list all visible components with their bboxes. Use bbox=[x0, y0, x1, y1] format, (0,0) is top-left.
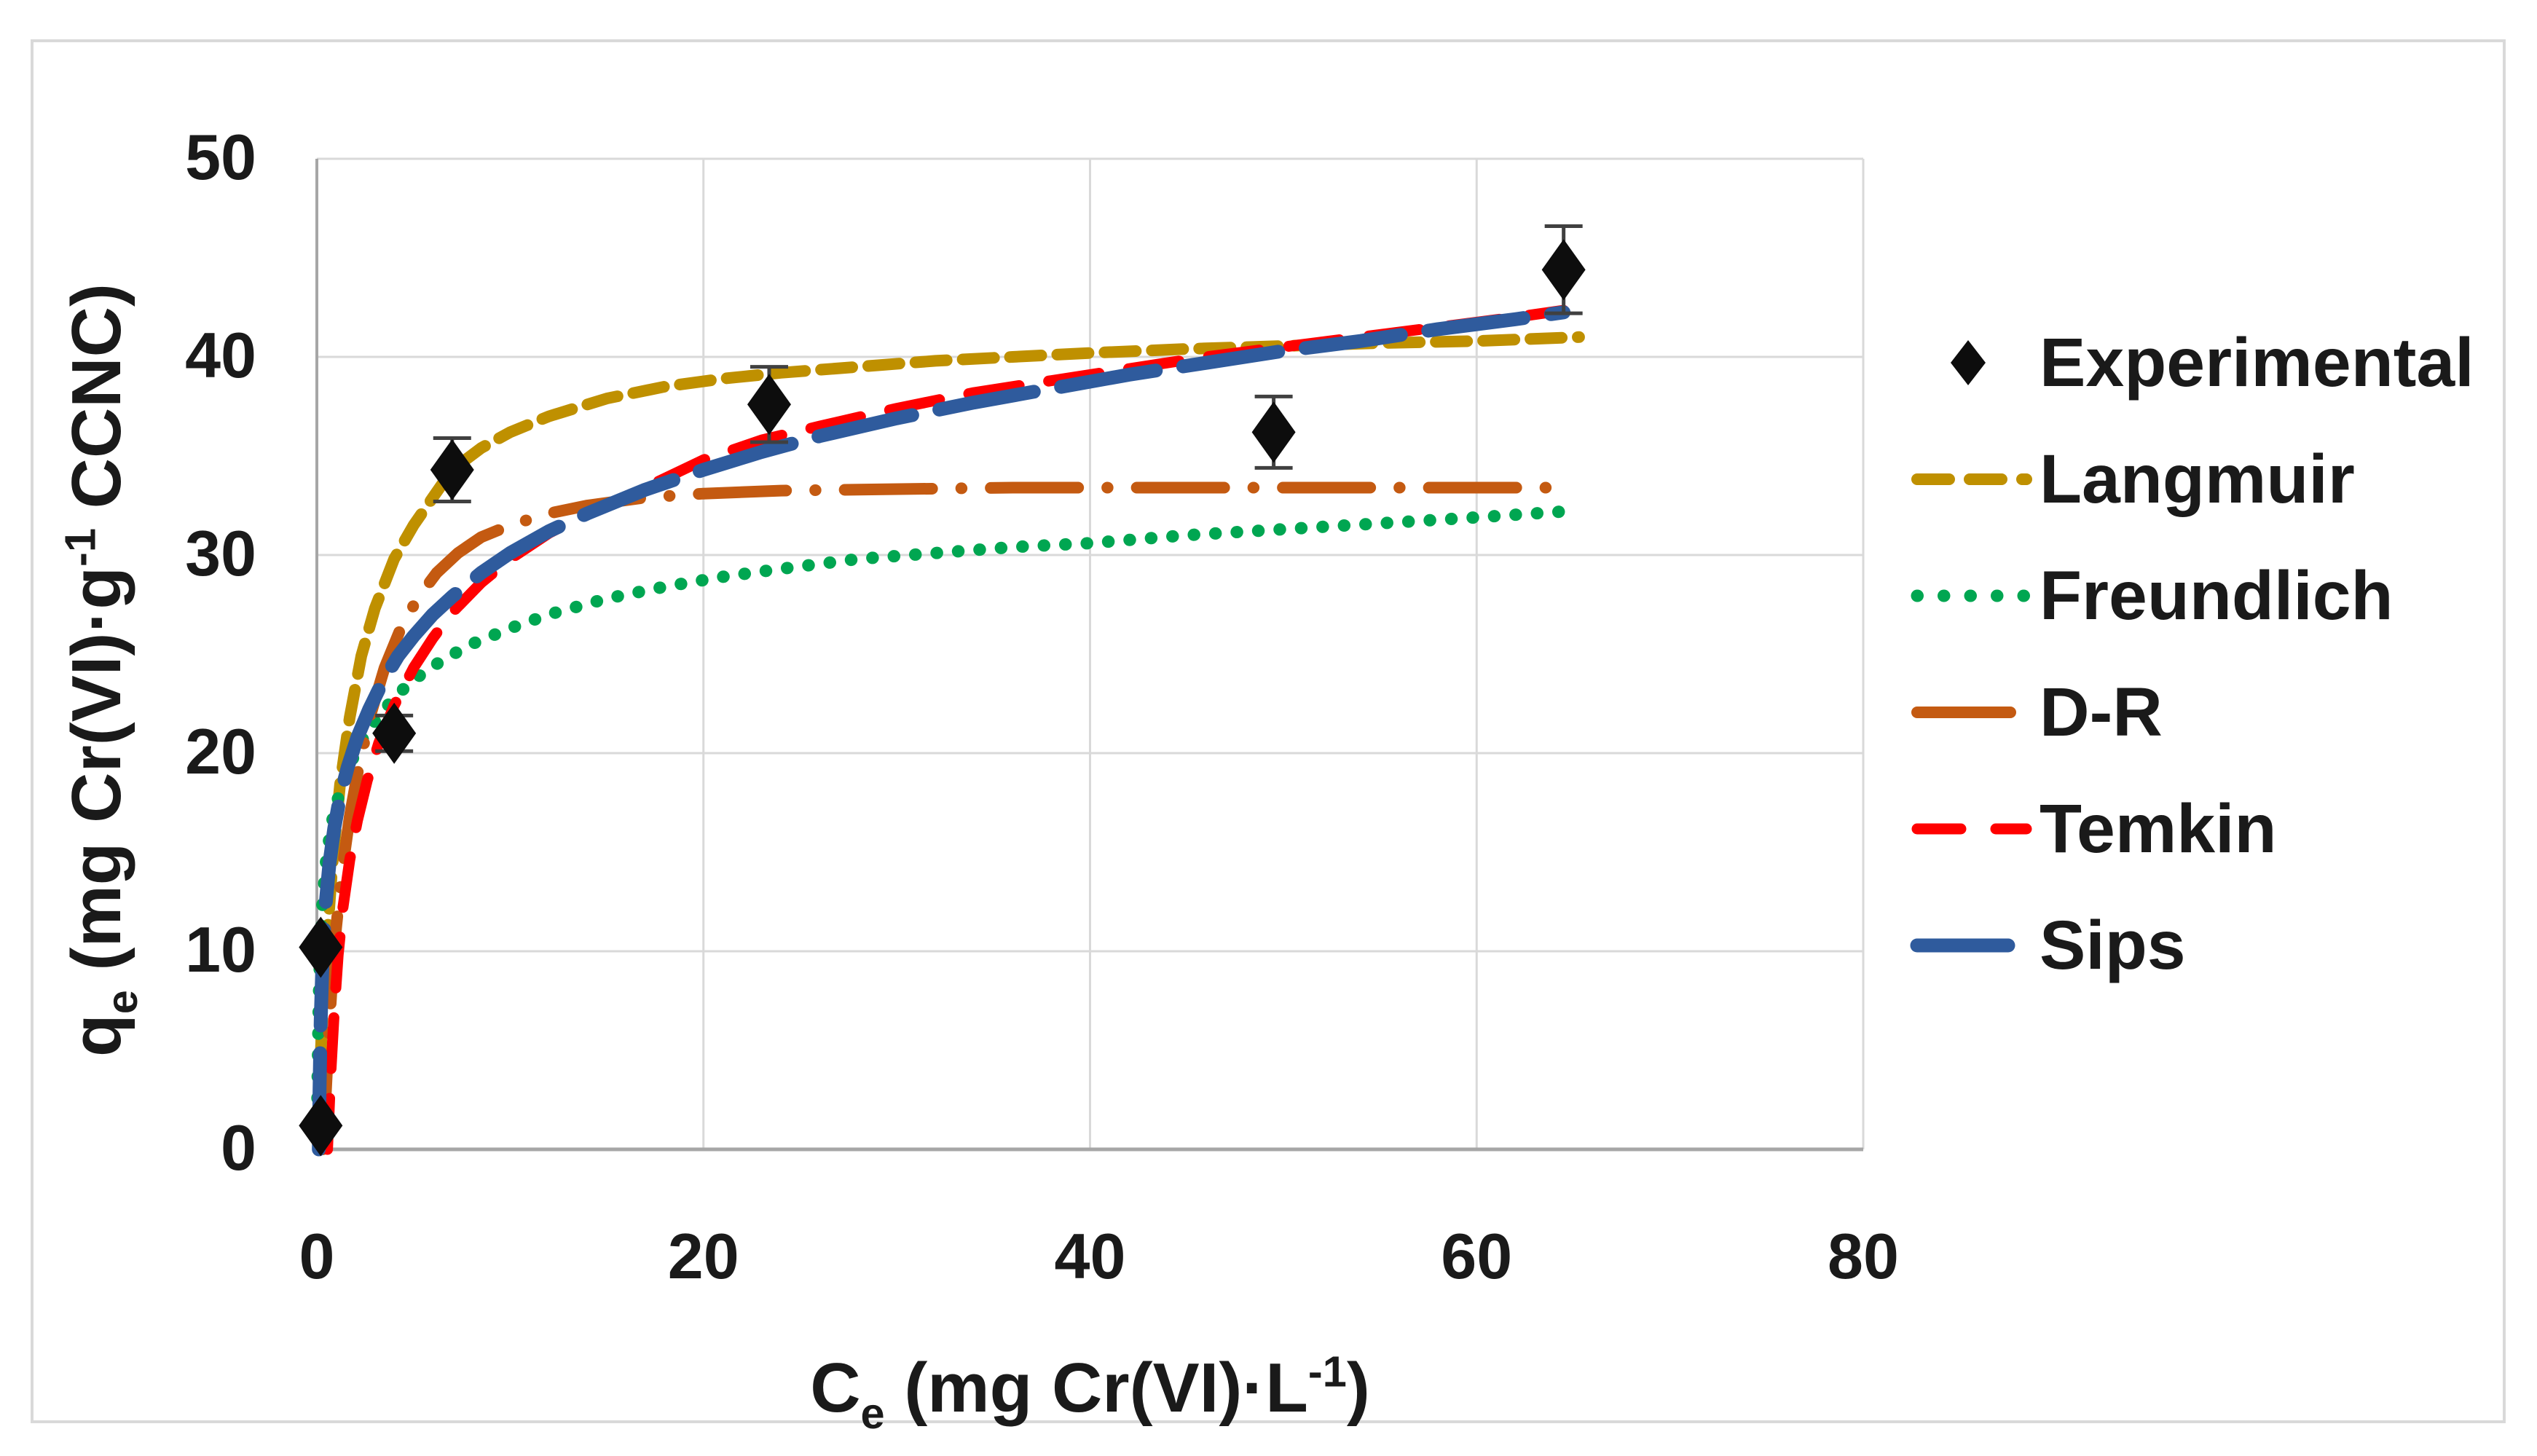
gridline-layer bbox=[317, 157, 1865, 1149]
legend-item-sips: Sips bbox=[1910, 907, 2186, 984]
y-tick-label: 40 bbox=[185, 319, 256, 391]
series-d-r bbox=[317, 481, 1560, 1155]
x-tick-label: 40 bbox=[1055, 1220, 1126, 1292]
legend-item-langmuir: Langmuir bbox=[1911, 441, 2355, 518]
y-tick-label: 20 bbox=[185, 715, 256, 787]
series-freundlich bbox=[311, 505, 1570, 1126]
legend-item-temkin: Temkin bbox=[1911, 790, 2277, 867]
series-layer bbox=[311, 304, 1585, 1157]
legend-label-freundlich: Freundlich bbox=[2040, 557, 2394, 634]
y-tick-label: 10 bbox=[185, 913, 256, 985]
legend-label-temkin: Temkin bbox=[2040, 790, 2277, 867]
legend-layer: Experimental Langmuir Freundlich D-R Temkin S… bbox=[1910, 324, 2474, 984]
legend-label-experimental: Experimental bbox=[2040, 324, 2474, 401]
tick-label-layer: 0 20 40 60 80 0 10 20 30 40 50 bbox=[185, 121, 1899, 1292]
y-axis-title: qe (mg Cr(VI)·g-1 CCNC) bbox=[55, 283, 146, 1057]
legend-item-freundlich: Freundlich bbox=[1911, 557, 2394, 634]
x-axis-title: Ce (mg Cr(VI)·L-1) bbox=[810, 1347, 1370, 1438]
y-tick-label: 50 bbox=[185, 121, 256, 193]
experimental-point bbox=[430, 439, 474, 501]
experimental-points-layer bbox=[299, 224, 1586, 1157]
series-sips bbox=[312, 305, 1571, 1157]
legend-item-experimental: Experimental bbox=[1951, 324, 2474, 401]
experimental-point bbox=[299, 916, 343, 978]
figure-border-layer bbox=[31, 39, 2506, 1423]
experimental-point bbox=[299, 1095, 343, 1157]
experimental-point bbox=[1541, 239, 1586, 301]
experimental-point bbox=[1251, 401, 1296, 463]
x-tick-label: 80 bbox=[1828, 1220, 1899, 1292]
legend-label-sips: Sips bbox=[2040, 907, 2186, 984]
figure-border bbox=[31, 39, 2506, 1423]
x-tick-label: 60 bbox=[1441, 1220, 1512, 1292]
y-tick-label: 30 bbox=[185, 517, 256, 589]
experimental-point bbox=[747, 374, 791, 436]
axis-title-layer: Ce (mg Cr(VI)·L-1) qe (mg Cr(VI)·g-1 CCNC… bbox=[55, 283, 1369, 1438]
x-tick-label: 20 bbox=[668, 1220, 739, 1292]
legend-label-d-r: D-R bbox=[2040, 674, 2163, 751]
y-tick-label: 0 bbox=[221, 1111, 256, 1184]
experimental-point bbox=[372, 702, 417, 764]
legend-label-langmuir: Langmuir bbox=[2040, 441, 2355, 518]
legend-item-d-r: D-R bbox=[1911, 674, 2163, 751]
legend-diamond-marker bbox=[1951, 340, 1986, 385]
x-tick-label: 0 bbox=[299, 1220, 335, 1292]
series-langmuir bbox=[312, 331, 1585, 1104]
